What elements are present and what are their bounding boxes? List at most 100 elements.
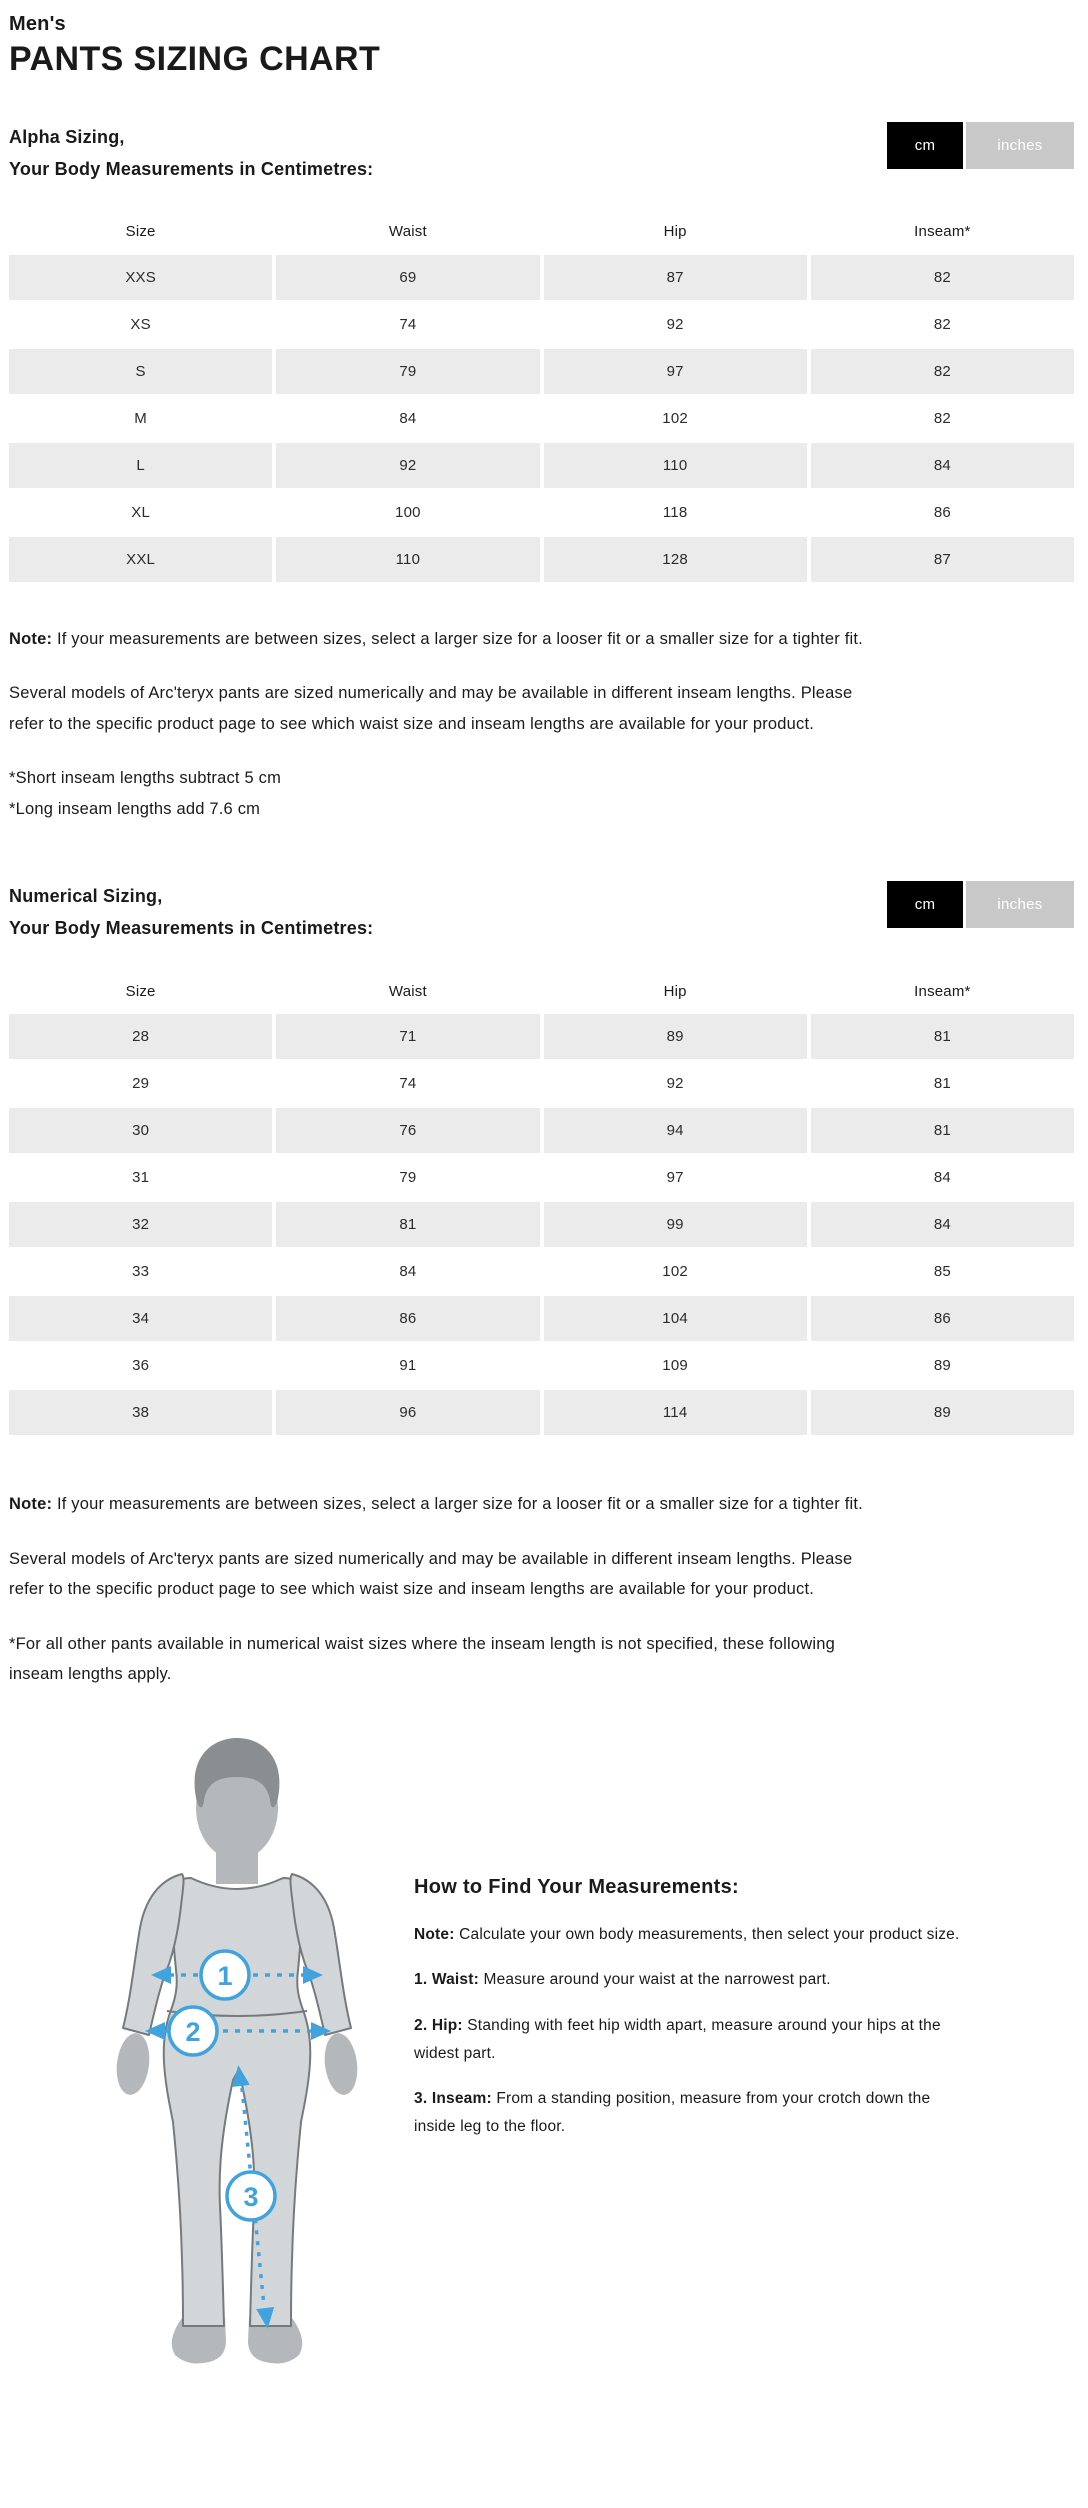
- table-cell: 104: [543, 1296, 807, 1342]
- table-cell: 102: [662, 409, 688, 427]
- table-cell: XXL: [9, 536, 273, 582]
- numerical-notes: Note: If your measurements are between s…: [9, 1489, 1074, 1690]
- note-text: If your measurements are between sizes, …: [52, 1495, 863, 1514]
- table-cell: 114: [543, 1390, 807, 1436]
- table-cell: XXS: [9, 254, 273, 300]
- table-cell: 82: [810, 348, 1074, 394]
- table-cell: 87: [543, 254, 807, 300]
- numerical-sizing-table: Size Waist Hip Inseam* 28 71 89 81 29 74 92 81…: [9, 970, 1074, 1436]
- table-cell: 91: [399, 1357, 417, 1375]
- alpha-heading-line: Alpha Sizing,: [9, 126, 125, 147]
- note-paragraph: *For all other pants available in numeri…: [9, 1634, 836, 1684]
- table-cell: 118: [662, 503, 688, 521]
- table-cell: 84: [399, 409, 417, 427]
- inseam-measure-arrow: 3: [225, 2064, 277, 2329]
- long-inseam-line: *Long inseam lengths add 7.6 cm: [9, 799, 261, 818]
- table-cell: 110: [276, 536, 540, 582]
- table-cell: 82: [933, 409, 951, 427]
- column-header-size: Size: [125, 982, 156, 1000]
- note-lead: Note:: [9, 1495, 53, 1514]
- table-cell: 84: [399, 1263, 417, 1281]
- step-lead: 3. Inseam:: [414, 2090, 492, 2108]
- note-lead: Note:: [9, 629, 53, 648]
- table-cell: XL: [131, 503, 150, 521]
- figure-right-hand: [324, 2032, 358, 2095]
- table-cell: 99: [543, 1202, 807, 1248]
- table-cell: 84: [810, 1202, 1074, 1248]
- table-cell: 128: [543, 536, 807, 582]
- note-paragraph: Note: If your measurements are between s…: [9, 1489, 879, 1520]
- step-text: Measure around your waist at the narrowe…: [478, 1971, 831, 1989]
- table-cell: 38: [9, 1390, 273, 1436]
- inseam-note-lines: *Short inseam lengths subtract 5 cm *Long…: [9, 763, 879, 824]
- table-cell: 76: [276, 1108, 540, 1154]
- numerical-heading-line: Numerical Sizing,: [9, 886, 163, 907]
- table-cell: 92: [666, 315, 684, 333]
- note-text: If your measurements are between sizes, …: [52, 629, 863, 648]
- table-cell: 32: [9, 1202, 273, 1248]
- inches-toggle-button[interactable]: inches: [966, 121, 1074, 169]
- figure-left-arm: [122, 1872, 185, 2036]
- table-cell: 84: [933, 1169, 951, 1187]
- figure-hair: [194, 1737, 280, 1808]
- step-text: Standing with feet hip width apart, meas…: [414, 2016, 941, 2062]
- table-cell: 74: [399, 315, 417, 333]
- step-lead: 2. Hip:: [414, 2016, 463, 2034]
- table-cell: 79: [276, 348, 540, 394]
- note-paragraph: Note: If your measurements are between s…: [9, 624, 879, 655]
- table-cell: 85: [933, 1263, 951, 1281]
- table-cell: 33: [132, 1263, 150, 1281]
- inches-toggle-button[interactable]: inches: [966, 881, 1074, 929]
- how-to-heading: How to Find Your Measurements:: [414, 1875, 739, 1898]
- table-cell: 102: [662, 1263, 688, 1281]
- table-cell: 89: [933, 1357, 951, 1375]
- table-cell: 94: [543, 1108, 807, 1154]
- column-header-size: Size: [125, 223, 156, 241]
- short-inseam-line: *Short inseam lengths subtract 5 cm: [9, 769, 282, 788]
- table-cell: 97: [666, 1169, 684, 1187]
- column-header-inseam: Inseam*: [914, 223, 971, 241]
- alpha-section-heading: Alpha Sizing, Your Body Measurements in …: [9, 121, 373, 185]
- table-cell: 81: [810, 1108, 1074, 1154]
- table-cell: 69: [276, 254, 540, 300]
- table-cell: 30: [9, 1108, 273, 1154]
- table-cell: 82: [933, 315, 951, 333]
- note-paragraph: Several models of Arc'teryx pants are si…: [9, 684, 853, 733]
- how-to-step-hip: 2. Hip: Standing with feet hip width apa…: [414, 2012, 966, 2067]
- numerical-sizing-section: Numerical Sizing, Your Body Measurements…: [9, 880, 1074, 1690]
- note-lead: Note:: [414, 1925, 455, 1943]
- table-cell: XS: [130, 315, 151, 333]
- alpha-unit-toggle: cm inches: [887, 121, 1074, 169]
- page-title: PANTS SIZING CHART: [9, 40, 381, 78]
- numerical-unit-toggle: cm inches: [887, 881, 1074, 929]
- table-cell: 28: [9, 1014, 273, 1060]
- hip-measure-arrow: 2: [145, 2005, 331, 2057]
- table-cell: 84: [810, 442, 1074, 488]
- page-eyebrow: Men's: [9, 13, 66, 35]
- figure-head: [196, 1755, 278, 1860]
- table-cell: 86: [276, 1296, 540, 1342]
- table-cell: 92: [666, 1075, 684, 1093]
- table-cell: 71: [276, 1014, 540, 1060]
- waist-measure-arrow: 1: [151, 1949, 323, 2001]
- table-cell: 96: [276, 1390, 540, 1436]
- table-cell: 31: [132, 1169, 150, 1187]
- table-cell: 34: [9, 1296, 273, 1342]
- table-cell: S: [9, 348, 273, 394]
- table-cell: 36: [132, 1357, 150, 1375]
- step-text: From a standing position, measure from y…: [414, 2090, 931, 2135]
- cm-toggle-button[interactable]: cm: [887, 881, 963, 929]
- table-cell: 89: [810, 1390, 1074, 1436]
- cm-toggle-button[interactable]: cm: [887, 121, 963, 169]
- inseam-marker: 3: [243, 2182, 258, 2212]
- table-cell: 89: [543, 1014, 807, 1060]
- how-to-section: 1 2 3: [9, 1728, 1074, 2373]
- table-cell: 74: [399, 1075, 417, 1093]
- column-header-inseam: Inseam*: [914, 982, 971, 1000]
- table-cell: 87: [810, 536, 1074, 582]
- column-header-hip: Hip: [663, 982, 687, 1000]
- table-cell: 97: [543, 348, 807, 394]
- table-cell: 100: [395, 503, 421, 521]
- figure-left-hand: [116, 2032, 150, 2095]
